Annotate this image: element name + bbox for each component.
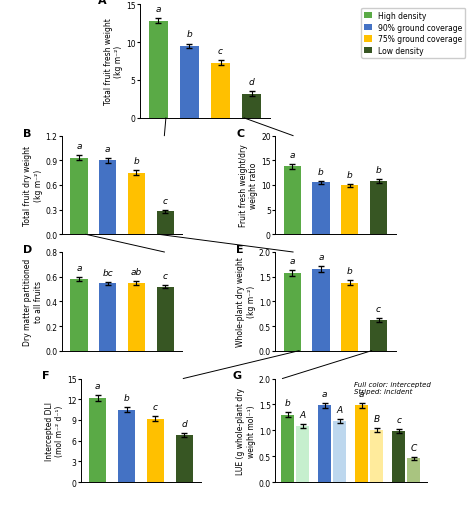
Bar (70, 159, 88, 235)
Bar (128, 283, 145, 351)
Text: b: b (124, 393, 129, 402)
Text: bc: bc (102, 268, 113, 277)
Y-axis label: Total fruit fresh weight
(kg m⁻²): Total fruit fresh weight (kg m⁻²) (104, 19, 123, 105)
Bar (128, 173, 145, 235)
Legend: High density, 90% ground coverage, 75% ground coverage, Low density: High density, 90% ground coverage, 75% g… (361, 9, 465, 59)
Text: d: d (249, 77, 255, 86)
Text: c: c (396, 415, 401, 424)
Bar (333, 421, 346, 482)
Text: b: b (376, 166, 382, 175)
Bar (242, 94, 261, 119)
Bar (282, 415, 294, 482)
Bar (118, 410, 135, 482)
Text: A: A (98, 0, 107, 6)
Bar (149, 22, 168, 119)
Text: C: C (236, 128, 245, 138)
Bar (392, 432, 405, 482)
Text: a: a (318, 253, 324, 262)
Bar (356, 406, 368, 482)
Text: B: B (23, 128, 31, 138)
Bar (407, 459, 420, 482)
Bar (175, 435, 193, 482)
Text: b: b (318, 167, 324, 176)
Y-axis label: Total fruit dry weight
(kg m⁻²): Total fruit dry weight (kg m⁻²) (23, 145, 43, 226)
Bar (370, 321, 387, 351)
Text: b: b (347, 171, 353, 180)
Bar (296, 426, 309, 482)
Bar (370, 430, 383, 482)
Bar (319, 406, 331, 482)
Text: b: b (187, 30, 192, 39)
Y-axis label: Fruit fresh weight/dry
weight ratio: Fruit fresh weight/dry weight ratio (239, 144, 258, 227)
Bar (156, 287, 174, 351)
Bar (312, 183, 329, 235)
Text: a: a (76, 264, 82, 273)
Text: a: a (322, 389, 328, 398)
Bar (147, 419, 164, 482)
Bar (312, 270, 329, 351)
Bar (180, 47, 199, 119)
Text: b: b (347, 267, 353, 276)
Text: b: b (134, 157, 139, 166)
Text: D: D (23, 244, 32, 255)
Text: A: A (300, 410, 306, 419)
Bar (156, 212, 174, 235)
Y-axis label: Whole-plant dry weight
(kg m⁻²): Whole-plant dry weight (kg m⁻²) (237, 257, 256, 346)
Text: c: c (376, 305, 381, 314)
Text: E: E (236, 244, 244, 255)
Text: d: d (182, 419, 187, 428)
Bar (99, 161, 116, 235)
Text: c: c (153, 402, 158, 411)
Text: c: c (163, 196, 168, 205)
Y-axis label: Dry matter partitioned
to all fruits: Dry matter partitioned to all fruits (23, 258, 43, 345)
Text: b: b (285, 398, 291, 407)
Text: a: a (155, 5, 161, 14)
Text: a: a (76, 142, 82, 151)
Text: a: a (105, 144, 110, 154)
Bar (283, 167, 301, 235)
Bar (89, 398, 107, 482)
Text: c: c (163, 271, 168, 280)
Text: a: a (290, 150, 295, 160)
Bar (341, 283, 358, 351)
Bar (70, 280, 88, 351)
Text: a: a (359, 389, 365, 398)
Text: B: B (374, 414, 380, 423)
Text: G: G (232, 371, 242, 380)
Text: a: a (290, 257, 295, 265)
Text: C: C (410, 443, 417, 452)
Text: ab: ab (131, 268, 142, 277)
Bar (370, 182, 387, 235)
Y-axis label: Intercepted DLI
(mol m⁻² d⁻¹): Intercepted DLI (mol m⁻² d⁻¹) (45, 401, 64, 460)
Text: a: a (95, 381, 100, 390)
Text: Full color: intercepted
Striped: incident: Full color: intercepted Striped: inciden… (354, 381, 431, 394)
Bar (341, 186, 358, 235)
Text: A: A (337, 405, 343, 414)
Bar (211, 63, 230, 119)
Text: F: F (42, 371, 49, 380)
Bar (283, 273, 301, 351)
Bar (99, 284, 116, 351)
Text: c: c (218, 46, 223, 56)
Y-axis label: LUE (g whole-plant dry
weight mol⁻¹): LUE (g whole-plant dry weight mol⁻¹) (237, 387, 256, 474)
